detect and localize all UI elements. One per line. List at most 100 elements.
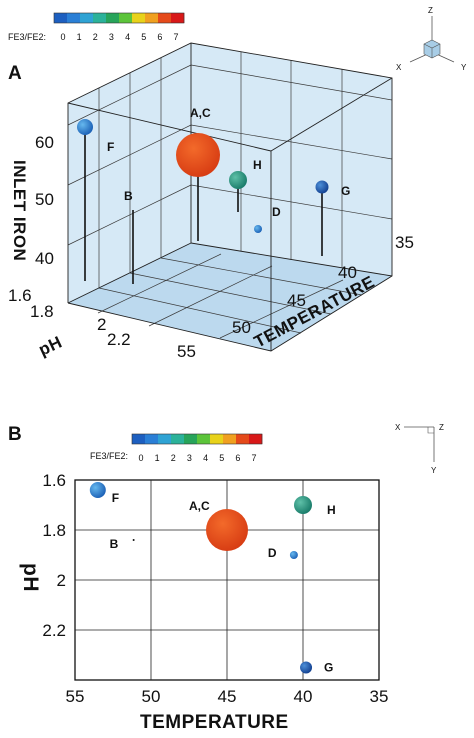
a-ph-tick-2: 2 [97, 315, 106, 334]
a-marker-ac [176, 133, 220, 177]
triad-a-cube-edges [423, 43, 441, 58]
b-y-tick: 2 [57, 571, 66, 590]
a-marker-d [254, 225, 262, 233]
a-temp-tick-50: 50 [232, 318, 251, 337]
colorbar-a-swatch [54, 13, 68, 23]
a-marker-f [77, 119, 93, 135]
box-a-back-walls [68, 43, 392, 303]
a-point-b: B [124, 189, 134, 284]
a-z-tick-40: 40 [35, 249, 54, 268]
colorbar-b: FE3/FE2: 0 1 2 3 4 5 6 7 [90, 433, 263, 463]
plot-b-x-ticks: 55 50 45 40 35 [66, 687, 389, 706]
colorbar-a-tick: 7 [173, 32, 178, 42]
colorbar-b-tick: 6 [235, 453, 240, 463]
colorbar-a-swatch [119, 13, 133, 23]
b-y-axis-title: pH [19, 563, 42, 592]
box-a-grid [67, 52, 393, 339]
triad-a-x-label: X [396, 63, 402, 72]
panel-a-letter: A [8, 63, 22, 84]
a-ph-tick-1-6: 1.6 [8, 286, 32, 305]
colorbar-a-swatch [80, 13, 94, 23]
b-label-f: F [112, 491, 119, 505]
colorbar-b-swatch [158, 434, 172, 444]
b-x-tick: 40 [294, 687, 313, 706]
b-label-h: H [327, 503, 336, 517]
a-temp-tick-55: 55 [177, 342, 196, 361]
b-x-axis-title: TEMPERATURE [140, 712, 289, 733]
triad-b-x-label: X [395, 423, 401, 432]
axis-triad-b: X Z Y [395, 423, 444, 475]
a-point-ac: A,C [176, 106, 220, 241]
colorbar-b-title: FE3/FE2: [90, 451, 128, 461]
b-x-tick: 55 [66, 687, 85, 706]
a-ph-axis-title: pH [36, 332, 65, 359]
a-ph-tick-1-8: 1.8 [30, 302, 54, 321]
colorbar-b-tick: 0 [138, 453, 143, 463]
colorbar-b-swatch [210, 434, 224, 444]
triad-b-z-label: Z [439, 423, 444, 432]
colorbar-b-swatch [236, 434, 250, 444]
panel-b: B FE3/FE2: 0 1 2 3 4 5 6 7 X Z Y 1.6 1.8 2 2.2 55 5… [8, 423, 444, 733]
colorbar-a-tick: 1 [77, 32, 82, 42]
colorbar-a-swatch [106, 13, 120, 23]
colorbar-a-swatches [54, 13, 185, 23]
box-a-floor [68, 243, 392, 351]
colorbar-b-swatch [132, 434, 146, 444]
a-label-f: F [107, 140, 114, 154]
b-x-tick: 50 [142, 687, 161, 706]
triad-a-z-label: Z [428, 6, 433, 15]
a-z-axis-title: INLET IRON [10, 160, 29, 261]
b-label-b: B [110, 537, 119, 551]
b-marker-g [300, 661, 313, 674]
colorbar-b-tick: 1 [155, 453, 160, 463]
colorbar-b-swatch [249, 434, 263, 444]
a-point-d: D [254, 205, 281, 233]
a-z-tick-50: 50 [35, 190, 54, 209]
b-marker-b [132, 539, 135, 541]
a-label-h: H [253, 158, 262, 172]
triad-a-y-label: Y [461, 63, 467, 72]
a-label-g: G [341, 184, 350, 198]
b-label-d: D [268, 546, 277, 560]
colorbar-b-swatch [197, 434, 211, 444]
a-point-f: F [77, 119, 114, 281]
colorbar-a-swatch [145, 13, 159, 23]
b-marker-f [89, 482, 106, 498]
triad-b-corner-icon [427, 427, 434, 434]
colorbar-a-title: FE3/FE2: [8, 32, 46, 42]
b-label-g: G [324, 661, 333, 675]
colorbar-b-tick: 5 [219, 453, 224, 463]
colorbar-a-swatch [158, 13, 172, 23]
a-temp-tick-40: 40 [338, 263, 357, 282]
colorbar-b-tick: 7 [251, 453, 256, 463]
colorbar-a-tick: 2 [93, 32, 98, 42]
colorbar-a-ticks: 0 1 2 3 4 5 6 7 [60, 32, 178, 42]
b-label-ac: A,C [189, 499, 210, 513]
b-y-tick: 2.2 [42, 621, 66, 640]
colorbar-b-swatch [171, 434, 185, 444]
a-z-tick-60: 60 [35, 133, 54, 152]
a-point-h: H [229, 158, 262, 212]
colorbar-a-swatch [171, 13, 185, 23]
colorbar-b-swatch [145, 434, 159, 444]
colorbar-b-ticks: 0 1 2 3 4 5 6 7 [138, 453, 256, 463]
a-point-g: G [315, 180, 350, 256]
b-y-tick: 1.6 [42, 471, 66, 490]
triad-b-y-label: Y [431, 466, 437, 475]
colorbar-b-tick: 4 [203, 453, 208, 463]
colorbar-a: FE3/FE2: 0 1 2 3 4 5 6 7 [8, 12, 185, 42]
colorbar-b-frame [131, 433, 263, 445]
b-y-tick: 1.8 [42, 521, 66, 540]
colorbar-b-swatches [132, 434, 263, 444]
colorbar-a-tick: 4 [125, 32, 130, 42]
a-marker-h [229, 171, 247, 189]
colorbar-b-tick: 2 [171, 453, 176, 463]
colorbar-a-tick: 6 [157, 32, 162, 42]
b-marker-ac [206, 509, 248, 551]
b-x-tick: 35 [370, 687, 389, 706]
colorbar-a-tick: 5 [141, 32, 146, 42]
colorbar-b-tick: 3 [187, 453, 192, 463]
a-label-d: D [272, 205, 281, 219]
colorbar-a-tick: 0 [60, 32, 65, 42]
